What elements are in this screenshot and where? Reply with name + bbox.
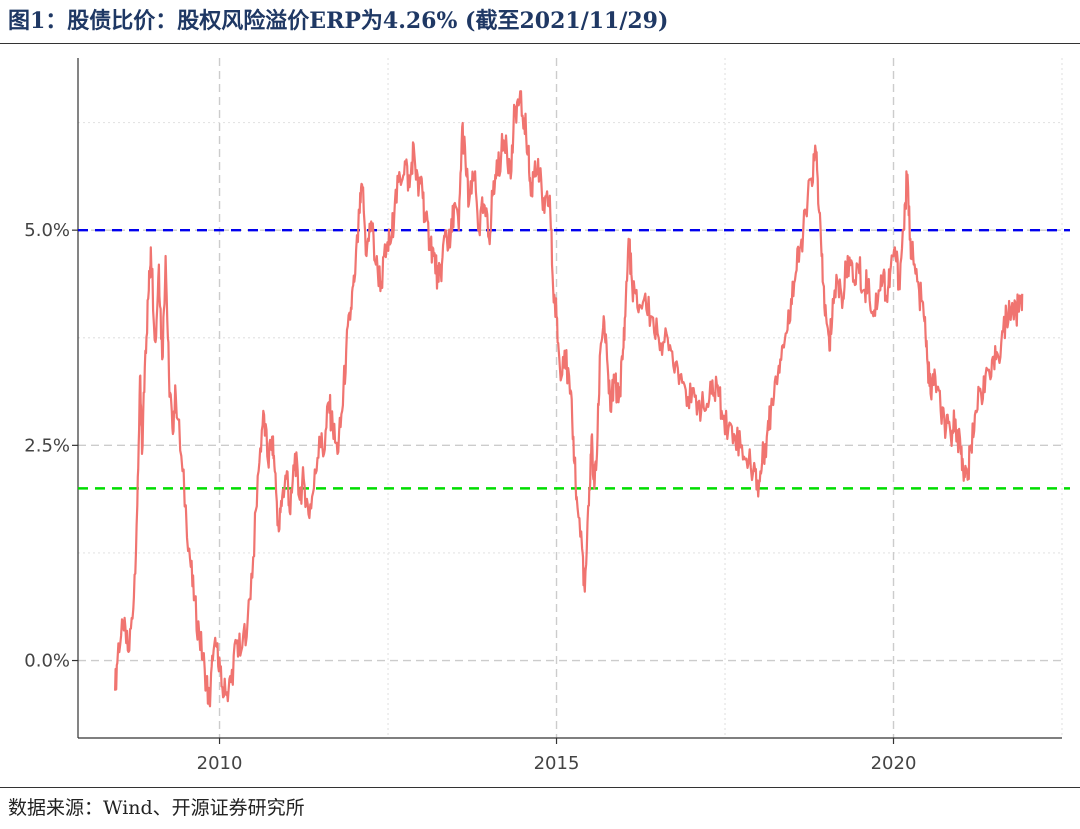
- y-tick-label: 5.0%: [24, 220, 70, 241]
- x-tick-label: 2010: [197, 753, 243, 774]
- chart-title: 图1：股债比价：股权风险溢价ERP为4.26% (截至2021/11/29): [8, 8, 669, 34]
- series-layer: [114, 90, 1024, 708]
- x-tick-label: 2020: [871, 753, 917, 774]
- source-note: 数据来源：Wind、开源证券研究所: [8, 797, 305, 819]
- y-tick-label: 2.5%: [24, 435, 70, 456]
- chart-area: 2010 2015 2020 0.0% 2.5% 5.0%: [0, 48, 1080, 788]
- y-tick-label: 0.0%: [24, 651, 70, 672]
- axes: [72, 58, 1062, 744]
- erp-line-chart: 2010 2015 2020 0.0% 2.5% 5.0%: [24, 58, 1070, 774]
- source-divider: [0, 787, 1080, 788]
- x-tick-label: 2015: [534, 753, 580, 774]
- title-divider: [0, 43, 1080, 44]
- erp-series-line: [114, 90, 1024, 708]
- tick-labels: 2010 2015 2020 0.0% 2.5% 5.0%: [24, 220, 916, 774]
- grid-lines: [78, 58, 1063, 738]
- reference-lines: [78, 228, 1070, 490]
